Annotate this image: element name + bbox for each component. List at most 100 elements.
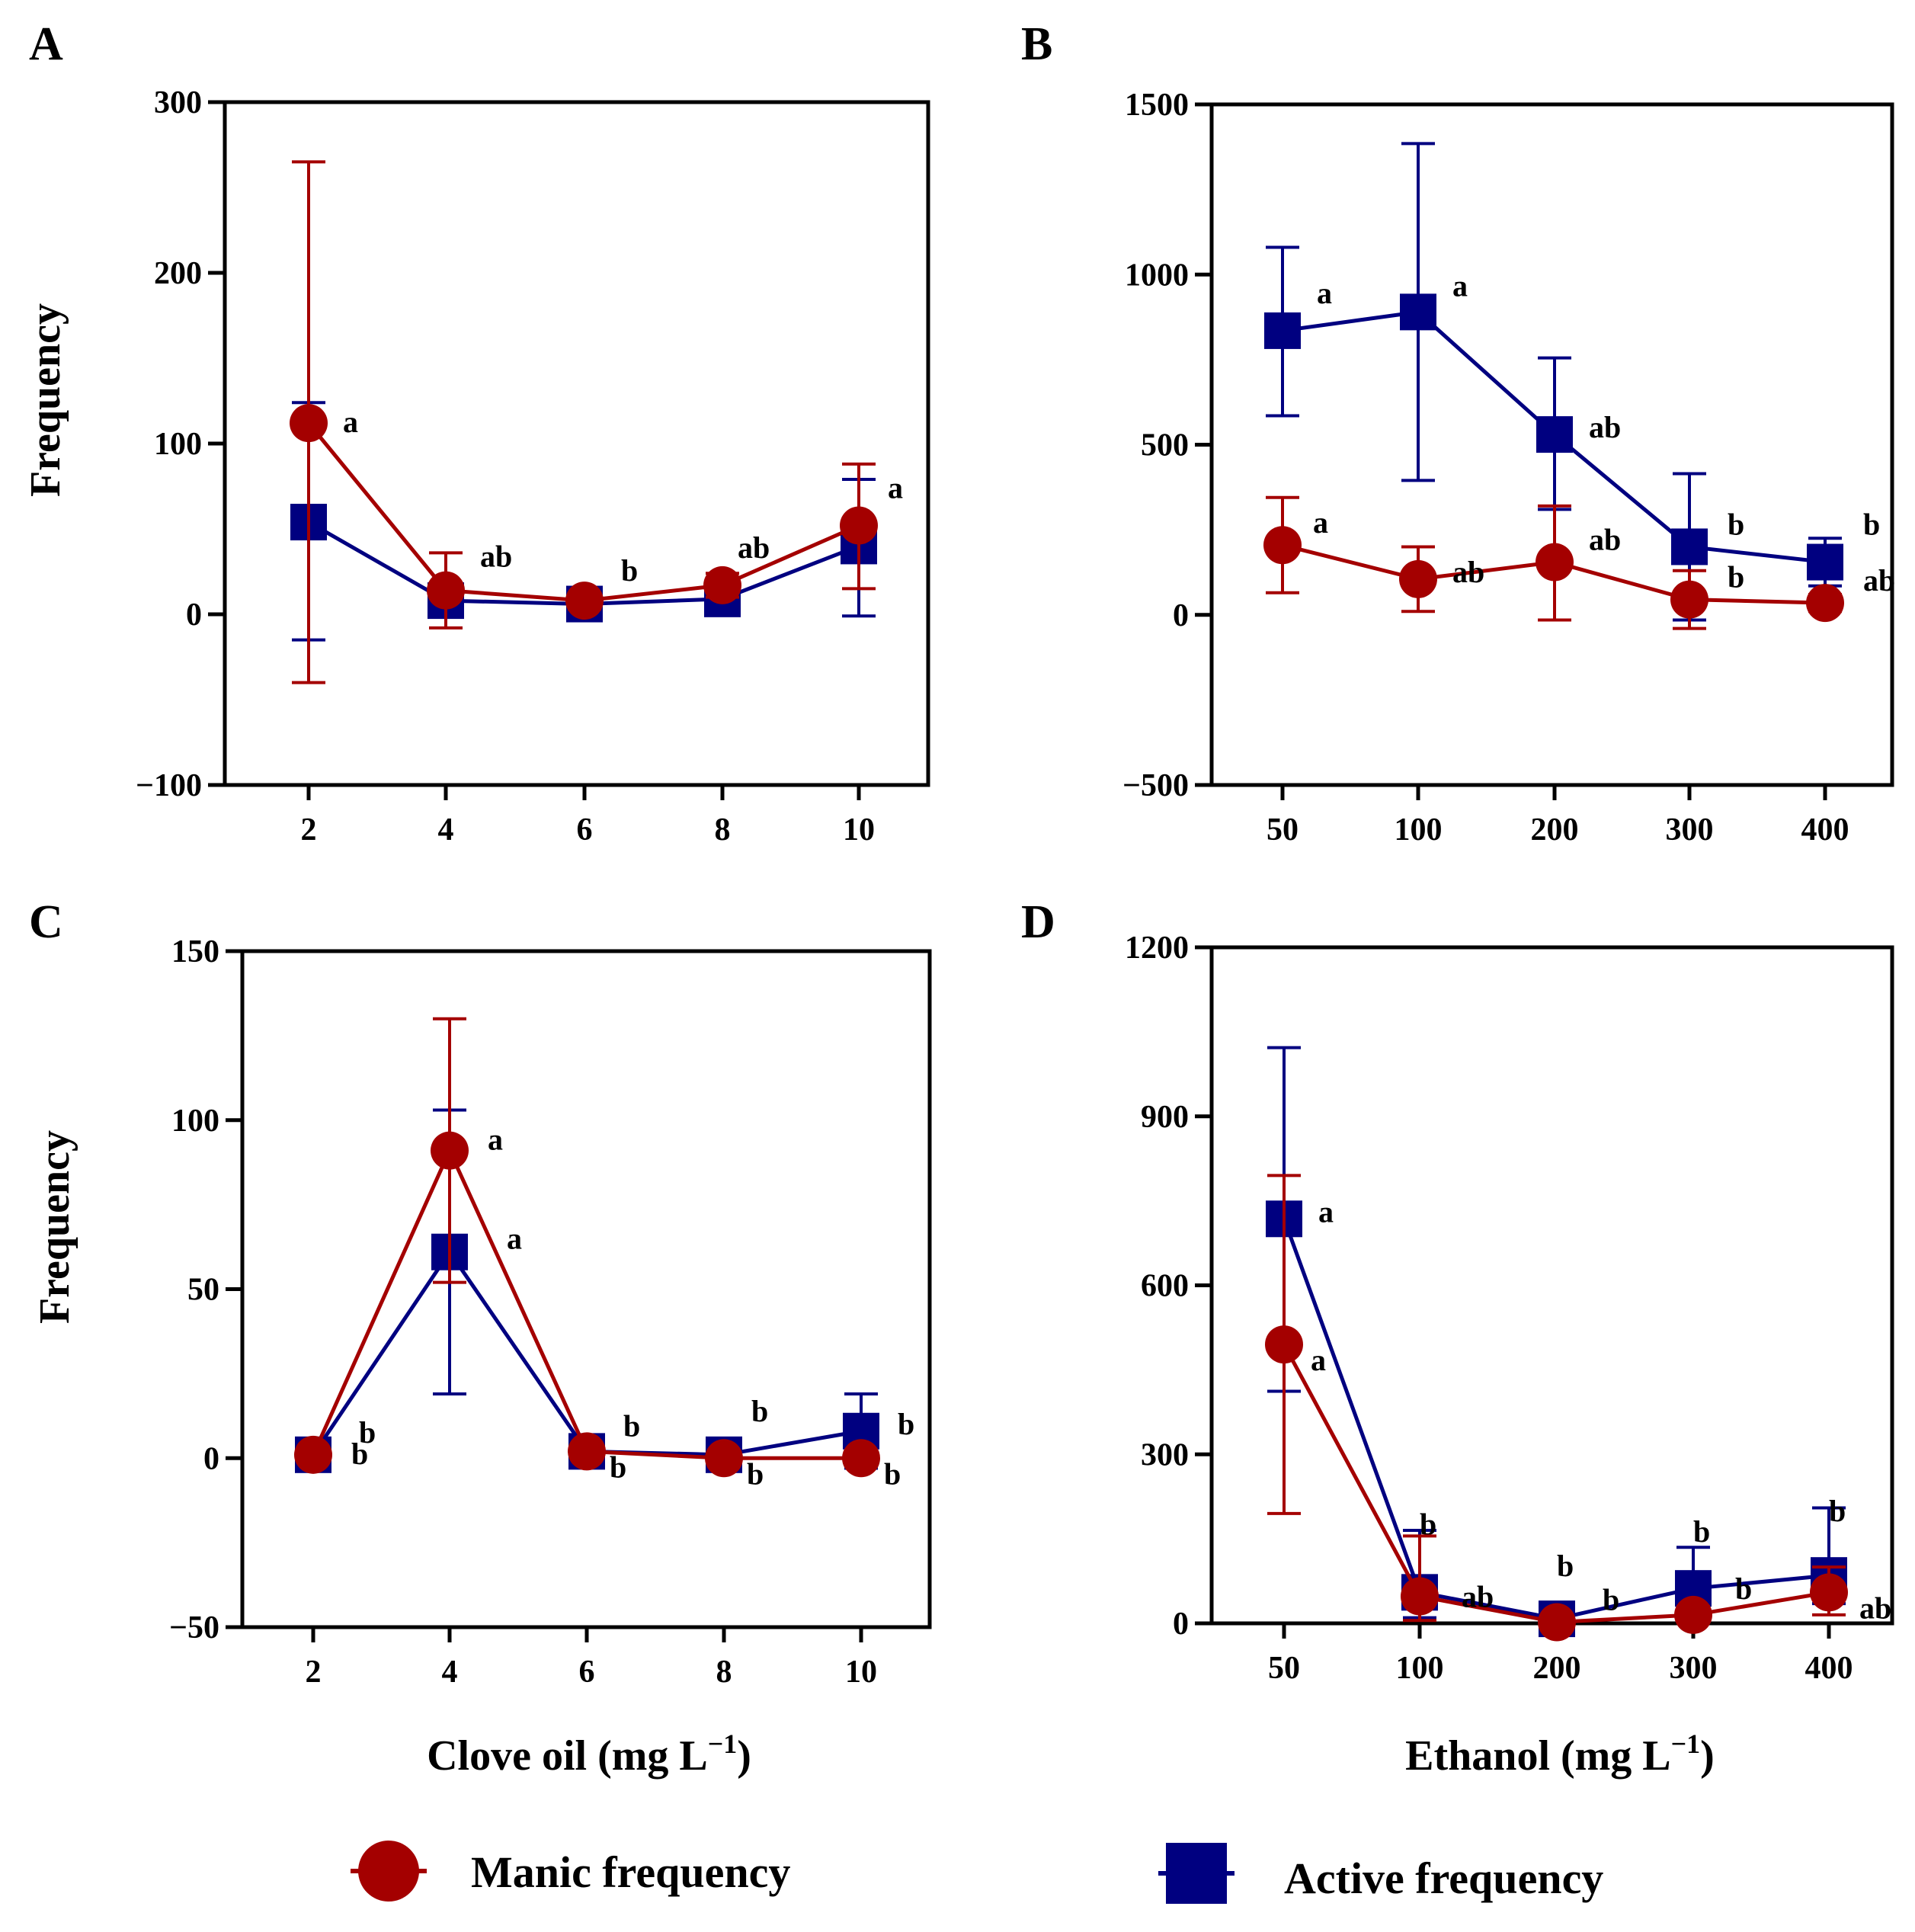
data-point-circle xyxy=(568,1432,606,1471)
x-tick-label: 8 xyxy=(715,812,731,847)
y-axis-title-bottom: Frequency xyxy=(31,1130,78,1324)
significance-label: a xyxy=(343,405,358,439)
data-point-circle xyxy=(427,571,465,610)
data-point-circle xyxy=(1265,1325,1303,1364)
data-point-square xyxy=(1536,416,1573,453)
y-tick-label: 50 xyxy=(187,1273,219,1308)
x-axis-title-ethanol-suffix: ) xyxy=(1700,1732,1715,1780)
legend-manic-label: Manic frequency xyxy=(471,1847,790,1897)
x-axis-title-clove: Clove oil (mg L−1) xyxy=(427,1729,751,1780)
y-tick-label: 100 xyxy=(171,1104,219,1139)
x-axis-title-clove-sup: −1 xyxy=(708,1729,738,1759)
y-tick-label: 300 xyxy=(154,85,202,120)
series-manic: a ab ab b ab xyxy=(1263,495,1895,630)
series-active: a a ab b b xyxy=(1264,142,1880,622)
y-tick-label: 1200 xyxy=(1125,931,1189,966)
x-axis-title-clove-suffix: ) xyxy=(737,1732,751,1780)
series-manic: aab b bab xyxy=(1265,1174,1891,1642)
y-tick-label: 200 xyxy=(154,256,202,291)
data-point-circle xyxy=(294,1435,332,1474)
y-tick-label: 0 xyxy=(203,1441,219,1476)
x-tick-label: 200 xyxy=(1533,1651,1581,1686)
x-tick-label: 4 xyxy=(438,812,454,847)
x-tick-label: 8 xyxy=(716,1655,732,1690)
significance-label: b xyxy=(621,553,638,588)
significance-label: b xyxy=(884,1456,901,1491)
series-line xyxy=(307,421,860,603)
data-point-circle xyxy=(565,582,604,620)
x-tick-label: 6 xyxy=(579,1655,595,1690)
legend: Manic frequency Active frequency xyxy=(351,1841,1603,1904)
x-tick-label: 10 xyxy=(845,1655,877,1690)
y-tick-label: 100 xyxy=(154,427,202,462)
data-point-circle xyxy=(840,506,878,545)
significance-label: b xyxy=(359,1415,376,1450)
x-tick-label: 100 xyxy=(1396,1651,1444,1686)
y-tick-label: −500 xyxy=(1122,768,1189,803)
significance-label: a xyxy=(1318,1194,1334,1229)
significance-label: a xyxy=(1452,268,1468,303)
data-point-square xyxy=(1807,543,1843,581)
data-point-circle xyxy=(290,404,328,443)
significance-label: b xyxy=(1728,560,1744,594)
y-tick-label: 150 xyxy=(171,934,219,969)
y-tick-label: 1500 xyxy=(1125,88,1189,123)
significance-label: ab xyxy=(480,540,512,574)
data-point-circle xyxy=(431,1131,469,1170)
x-tick-label: 50 xyxy=(1268,1651,1300,1686)
significance-label: a xyxy=(1311,1343,1326,1377)
significance-label: b xyxy=(1603,1583,1619,1617)
series-manic: a ab b ab a xyxy=(290,160,903,684)
significance-label: b xyxy=(1557,1549,1574,1583)
x-tick-label: 400 xyxy=(1801,812,1849,847)
y-tick-label: 0 xyxy=(186,598,202,633)
y-tick-label: −100 xyxy=(136,768,202,803)
x-tick-label: 200 xyxy=(1531,812,1579,847)
x-tick-label: 4 xyxy=(442,1655,458,1690)
legend-active-label: Active frequency xyxy=(1284,1854,1603,1903)
significance-label: b xyxy=(1829,1494,1846,1528)
significance-label: b xyxy=(1728,507,1744,541)
series-line xyxy=(311,1248,862,1457)
data-point-circle xyxy=(842,1439,880,1478)
legend-active-marker xyxy=(1166,1843,1227,1904)
significance-label: a xyxy=(488,1123,503,1157)
x-tick-label: 2 xyxy=(301,812,317,847)
significance-label: b xyxy=(1735,1572,1752,1606)
significance-label: ab xyxy=(1452,555,1484,589)
significance-label: ab xyxy=(1863,563,1895,598)
y-axis-title-top: Frequency xyxy=(22,303,69,497)
significance-label: a xyxy=(1317,276,1332,310)
significance-label: b xyxy=(747,1456,764,1491)
y-tick-label: 900 xyxy=(1141,1100,1189,1135)
x-tick-label: 300 xyxy=(1666,812,1714,847)
y-tick-label: 300 xyxy=(1141,1437,1189,1472)
panel-letter-a: A xyxy=(29,18,63,70)
data-point-circle xyxy=(1806,584,1844,623)
significance-label: a xyxy=(507,1222,522,1256)
data-point-square xyxy=(1671,528,1708,566)
x-axis-title-clove-prefix: Clove oil (mg L xyxy=(427,1732,708,1780)
x-tick-label: 10 xyxy=(843,812,875,847)
significance-label: ab xyxy=(1462,1580,1494,1614)
panel-letter-b: B xyxy=(1021,18,1052,70)
significance-label: b xyxy=(351,1437,368,1471)
significance-label: b xyxy=(1693,1514,1710,1549)
y-tick-label: 500 xyxy=(1141,428,1189,463)
x-tick-label: 50 xyxy=(1267,812,1299,847)
y-tick-label: 1000 xyxy=(1125,258,1189,293)
data-point-circle xyxy=(703,566,741,604)
data-point-circle xyxy=(1401,1577,1439,1616)
data-point-square xyxy=(1400,293,1436,331)
significance-label: a xyxy=(888,471,903,505)
data-point-circle xyxy=(1399,559,1437,598)
data-point-circle xyxy=(1810,1573,1848,1612)
x-tick-label: 400 xyxy=(1805,1651,1853,1686)
data-point-circle xyxy=(705,1439,743,1478)
data-point-circle xyxy=(1263,526,1302,565)
plot-frame xyxy=(240,949,932,1629)
legend-manic-marker xyxy=(358,1841,419,1902)
plot-frame xyxy=(223,100,930,787)
